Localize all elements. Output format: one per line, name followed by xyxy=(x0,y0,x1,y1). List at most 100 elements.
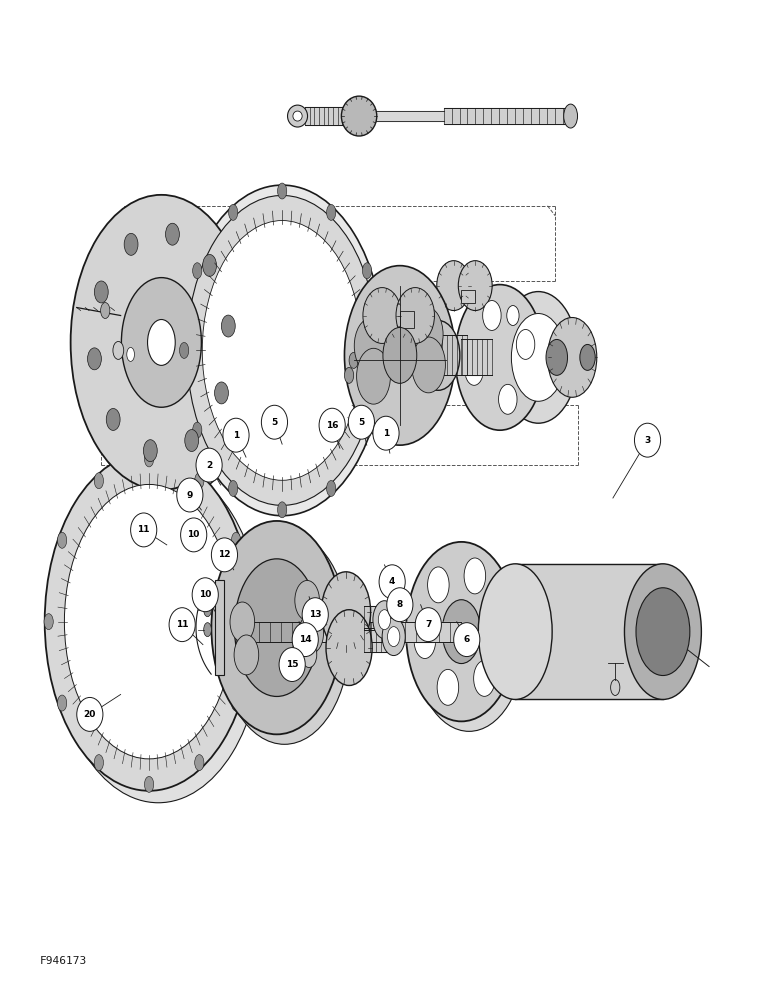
Ellipse shape xyxy=(181,185,384,516)
Ellipse shape xyxy=(144,440,157,462)
Ellipse shape xyxy=(417,320,460,390)
Ellipse shape xyxy=(437,261,471,311)
Ellipse shape xyxy=(414,552,524,731)
Circle shape xyxy=(212,538,238,572)
Ellipse shape xyxy=(78,205,260,500)
Circle shape xyxy=(348,405,374,439)
Circle shape xyxy=(319,408,345,442)
Ellipse shape xyxy=(94,755,103,771)
Text: 7: 7 xyxy=(425,620,432,629)
Ellipse shape xyxy=(185,430,198,451)
Ellipse shape xyxy=(45,453,253,791)
Ellipse shape xyxy=(396,288,435,343)
Ellipse shape xyxy=(180,342,188,358)
Ellipse shape xyxy=(203,254,216,276)
Ellipse shape xyxy=(127,347,134,361)
Ellipse shape xyxy=(373,601,396,639)
Ellipse shape xyxy=(107,408,120,430)
Ellipse shape xyxy=(229,480,238,496)
Ellipse shape xyxy=(234,635,259,675)
Ellipse shape xyxy=(411,337,445,393)
Ellipse shape xyxy=(212,521,342,734)
Polygon shape xyxy=(290,650,307,660)
Text: 12: 12 xyxy=(218,550,231,559)
Ellipse shape xyxy=(278,502,286,518)
Ellipse shape xyxy=(375,342,384,358)
Ellipse shape xyxy=(464,558,486,594)
Circle shape xyxy=(292,623,318,657)
Ellipse shape xyxy=(362,263,371,279)
Ellipse shape xyxy=(474,660,495,696)
Ellipse shape xyxy=(506,306,519,325)
Ellipse shape xyxy=(349,352,358,368)
Ellipse shape xyxy=(287,105,307,127)
Ellipse shape xyxy=(344,266,455,445)
Ellipse shape xyxy=(498,292,578,423)
Ellipse shape xyxy=(219,531,350,744)
Ellipse shape xyxy=(357,348,391,404)
Text: 20: 20 xyxy=(83,710,96,719)
Circle shape xyxy=(635,423,661,457)
Ellipse shape xyxy=(187,195,378,505)
Ellipse shape xyxy=(195,473,204,489)
Circle shape xyxy=(454,623,480,657)
Ellipse shape xyxy=(193,422,201,438)
Ellipse shape xyxy=(406,542,516,721)
Ellipse shape xyxy=(147,320,175,365)
Ellipse shape xyxy=(144,776,154,792)
Text: 5: 5 xyxy=(358,418,364,427)
Ellipse shape xyxy=(547,318,597,397)
Ellipse shape xyxy=(482,301,501,330)
Ellipse shape xyxy=(100,303,110,319)
Ellipse shape xyxy=(44,614,53,630)
Text: 13: 13 xyxy=(309,610,321,619)
Ellipse shape xyxy=(299,613,323,653)
Circle shape xyxy=(196,448,222,482)
Text: 9: 9 xyxy=(187,491,193,500)
Ellipse shape xyxy=(546,339,567,375)
Ellipse shape xyxy=(354,318,388,374)
Ellipse shape xyxy=(293,642,299,654)
Ellipse shape xyxy=(195,755,204,771)
Circle shape xyxy=(169,608,195,642)
Ellipse shape xyxy=(636,588,690,676)
Text: F946173: F946173 xyxy=(40,956,87,966)
Circle shape xyxy=(223,418,249,452)
Ellipse shape xyxy=(121,278,201,407)
Ellipse shape xyxy=(70,195,252,490)
Ellipse shape xyxy=(437,669,459,705)
Ellipse shape xyxy=(465,355,483,385)
Bar xyxy=(400,311,414,328)
Ellipse shape xyxy=(327,204,336,220)
Ellipse shape xyxy=(165,223,179,245)
Ellipse shape xyxy=(442,600,481,664)
Text: 14: 14 xyxy=(299,635,312,644)
Text: 10: 10 xyxy=(188,530,200,539)
Text: 16: 16 xyxy=(326,421,338,430)
Circle shape xyxy=(387,588,413,622)
Ellipse shape xyxy=(564,104,577,128)
Ellipse shape xyxy=(341,96,377,136)
Ellipse shape xyxy=(362,422,371,438)
Ellipse shape xyxy=(363,288,401,343)
Circle shape xyxy=(302,598,328,632)
Ellipse shape xyxy=(229,204,238,220)
Bar xyxy=(462,290,476,303)
Circle shape xyxy=(415,608,442,642)
Ellipse shape xyxy=(344,367,354,383)
Ellipse shape xyxy=(94,281,108,303)
Circle shape xyxy=(177,478,203,512)
Ellipse shape xyxy=(378,610,391,630)
Circle shape xyxy=(262,405,287,439)
Circle shape xyxy=(76,697,103,731)
Bar xyxy=(215,580,225,675)
Ellipse shape xyxy=(293,111,302,121)
Ellipse shape xyxy=(202,221,362,480)
Ellipse shape xyxy=(222,315,235,337)
Ellipse shape xyxy=(57,532,66,548)
Ellipse shape xyxy=(54,464,262,803)
Ellipse shape xyxy=(278,183,286,199)
Ellipse shape xyxy=(383,327,417,383)
Ellipse shape xyxy=(499,384,517,414)
Ellipse shape xyxy=(245,614,254,630)
